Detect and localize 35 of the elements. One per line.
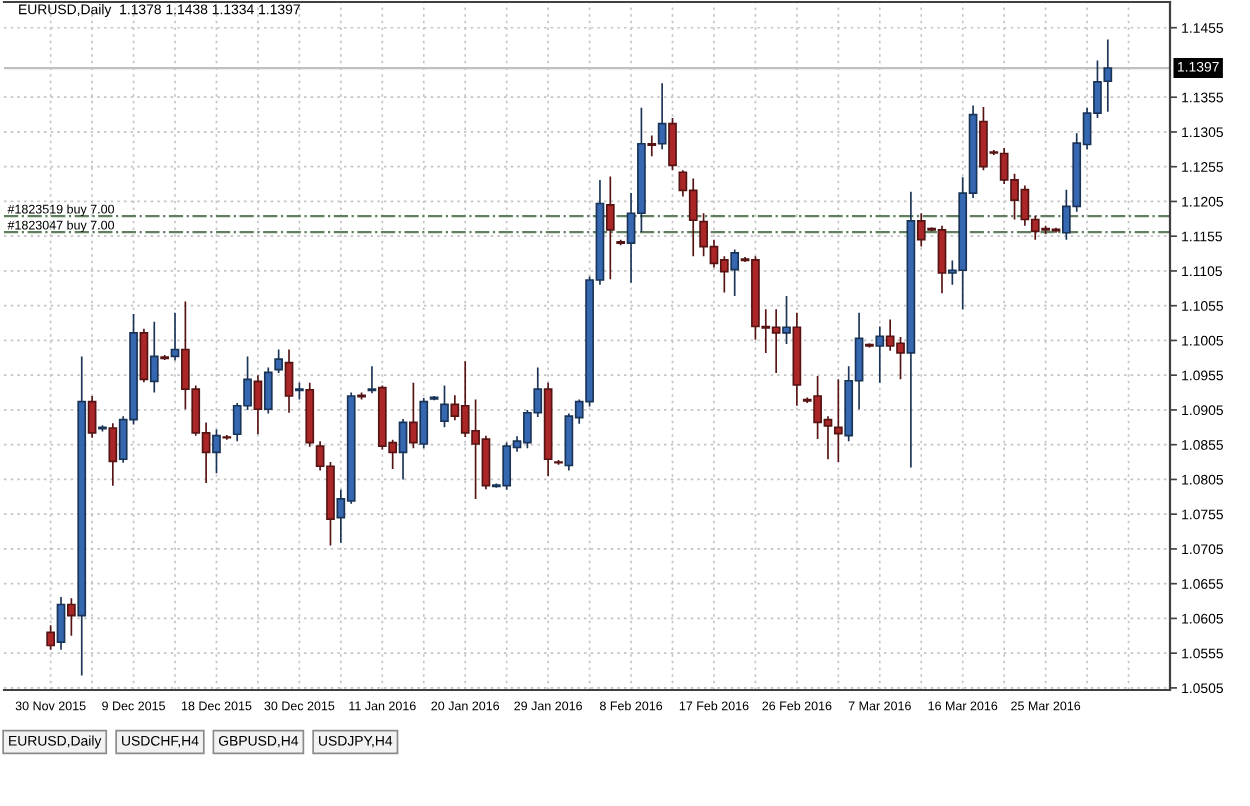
- candlestick: [440, 384, 449, 429]
- candlestick: [222, 434, 232, 441]
- candlestick: [875, 325, 885, 384]
- candlestick: [139, 327, 149, 383]
- candlestick: [605, 175, 615, 281]
- candlestick: [906, 190, 916, 469]
- candlestick: [263, 366, 273, 415]
- candlestick: [367, 365, 377, 395]
- candlestick: [647, 134, 657, 158]
- candlestick: [792, 311, 802, 407]
- candlestick: [419, 397, 429, 449]
- candlestick: [357, 391, 366, 401]
- candlestick: [284, 348, 294, 414]
- candlestick: [87, 395, 97, 439]
- candlestick: [170, 311, 180, 362]
- candlestick: [108, 422, 118, 487]
- candlestick: [160, 354, 170, 361]
- candlestick: [149, 320, 159, 394]
- candlestick: [77, 355, 87, 677]
- candlestick: [429, 395, 439, 402]
- candlestick: [98, 424, 107, 433]
- candlestick: [554, 459, 563, 466]
- candlestick: [274, 348, 284, 374]
- candlestick: [398, 418, 408, 481]
- candlestick: [657, 82, 667, 151]
- candlestick: [305, 381, 315, 448]
- candlestick: [212, 428, 221, 475]
- candlestick: [56, 596, 66, 651]
- candlestick: [865, 342, 874, 349]
- candlestick: [46, 624, 55, 651]
- candlestick: [730, 248, 740, 297]
- candlestick: [668, 117, 677, 172]
- candlestick: [616, 238, 626, 247]
- candlestick: [253, 374, 263, 436]
- candlestick: [543, 381, 553, 477]
